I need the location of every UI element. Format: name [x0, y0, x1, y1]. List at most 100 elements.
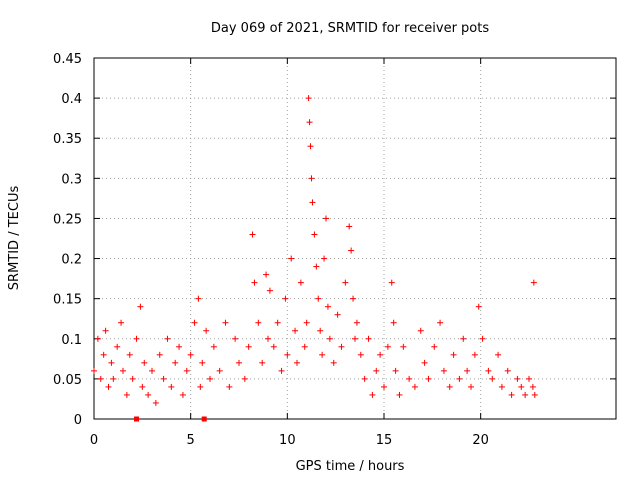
data-point	[456, 375, 463, 382]
data-point	[361, 375, 368, 382]
data-point	[110, 375, 117, 382]
y-tick-label: 0.25	[53, 212, 82, 227]
data-point	[149, 367, 155, 374]
data-point	[319, 351, 326, 358]
data-point	[514, 375, 521, 382]
data-point	[417, 327, 424, 334]
data-point	[479, 335, 486, 342]
data-point	[324, 303, 331, 310]
data-point	[530, 279, 537, 286]
data-point	[468, 383, 474, 390]
data-point	[308, 175, 315, 182]
y-tick-label: 0.45	[53, 52, 82, 67]
data-point	[197, 383, 204, 390]
y-tick-label: 0	[74, 413, 82, 428]
data-point	[346, 223, 353, 230]
x-tick-label: 15	[376, 433, 393, 448]
data-point	[301, 343, 308, 350]
data-point	[176, 343, 183, 350]
data-point	[288, 255, 295, 262]
data-point	[321, 255, 328, 262]
data-point	[522, 391, 529, 398]
data-point	[120, 367, 126, 374]
y-tick-label: 0.1	[61, 333, 82, 348]
data-point	[249, 231, 256, 238]
data-point	[437, 319, 444, 326]
data-point	[440, 367, 447, 374]
data-point	[102, 327, 109, 334]
y-tick-label: 0.2	[61, 253, 82, 268]
x-tick-label: 0	[90, 433, 98, 448]
data-point	[350, 295, 357, 302]
data-point	[133, 335, 140, 342]
data-point	[263, 271, 270, 278]
data-point	[311, 231, 318, 238]
data-point	[425, 375, 432, 382]
data-point	[342, 279, 349, 286]
data-point	[114, 343, 121, 350]
zero-level-point	[134, 416, 140, 422]
data-point	[431, 343, 438, 350]
data-point	[160, 375, 167, 382]
y-tick-label: 0.05	[53, 373, 82, 388]
data-point	[334, 311, 341, 318]
data-point	[352, 335, 358, 342]
data-point	[392, 367, 399, 374]
data-point	[129, 375, 136, 382]
data-point	[274, 319, 281, 326]
data-point	[191, 319, 198, 326]
chart-title: Day 069 of 2021, SRMTID for receiver pot…	[211, 21, 489, 36]
x-tick-label: 5	[187, 433, 195, 448]
y-tick-label: 0.3	[61, 172, 82, 187]
axis-ticks	[93, 57, 616, 420]
data-point	[306, 119, 313, 126]
data-point	[187, 351, 194, 358]
data-point	[255, 319, 262, 326]
y-axis-label: SRMTID / TECUs	[7, 186, 22, 291]
data-point	[508, 391, 515, 398]
data-point	[108, 359, 115, 366]
data-point	[489, 375, 496, 382]
data-point	[446, 383, 453, 390]
data-point	[270, 343, 277, 350]
x-tick-label: 20	[472, 433, 489, 448]
data-point	[475, 303, 482, 310]
data-point	[294, 359, 300, 366]
data-point	[141, 359, 148, 366]
data-point	[183, 367, 190, 374]
data-point	[168, 383, 175, 390]
data-point	[164, 335, 171, 342]
data-point	[406, 375, 413, 382]
y-tick-label: 0.4	[61, 92, 82, 107]
data-point	[315, 295, 322, 302]
data-point	[485, 367, 492, 374]
data-point	[531, 391, 538, 398]
data-point	[123, 391, 130, 398]
data-point	[323, 215, 329, 222]
data-point	[251, 279, 258, 286]
data-point	[396, 391, 403, 398]
data-point	[172, 359, 179, 366]
data-points	[91, 95, 538, 422]
data-point	[348, 247, 355, 254]
data-point	[365, 335, 372, 342]
data-point	[317, 327, 324, 334]
data-point	[203, 327, 210, 334]
data-point	[400, 343, 407, 350]
data-point	[381, 383, 387, 390]
data-point	[384, 343, 391, 350]
data-point	[373, 367, 380, 374]
data-point	[265, 335, 271, 342]
data-point	[100, 351, 107, 358]
data-point	[471, 351, 478, 358]
data-point	[152, 399, 159, 406]
data-point	[421, 359, 428, 366]
data-point	[137, 303, 144, 310]
data-point	[292, 327, 299, 334]
data-point	[330, 359, 337, 366]
data-point	[307, 143, 314, 150]
data-point	[266, 287, 273, 294]
data-point	[126, 351, 133, 358]
data-point	[195, 295, 202, 302]
x-tick-label: 10	[279, 433, 296, 448]
